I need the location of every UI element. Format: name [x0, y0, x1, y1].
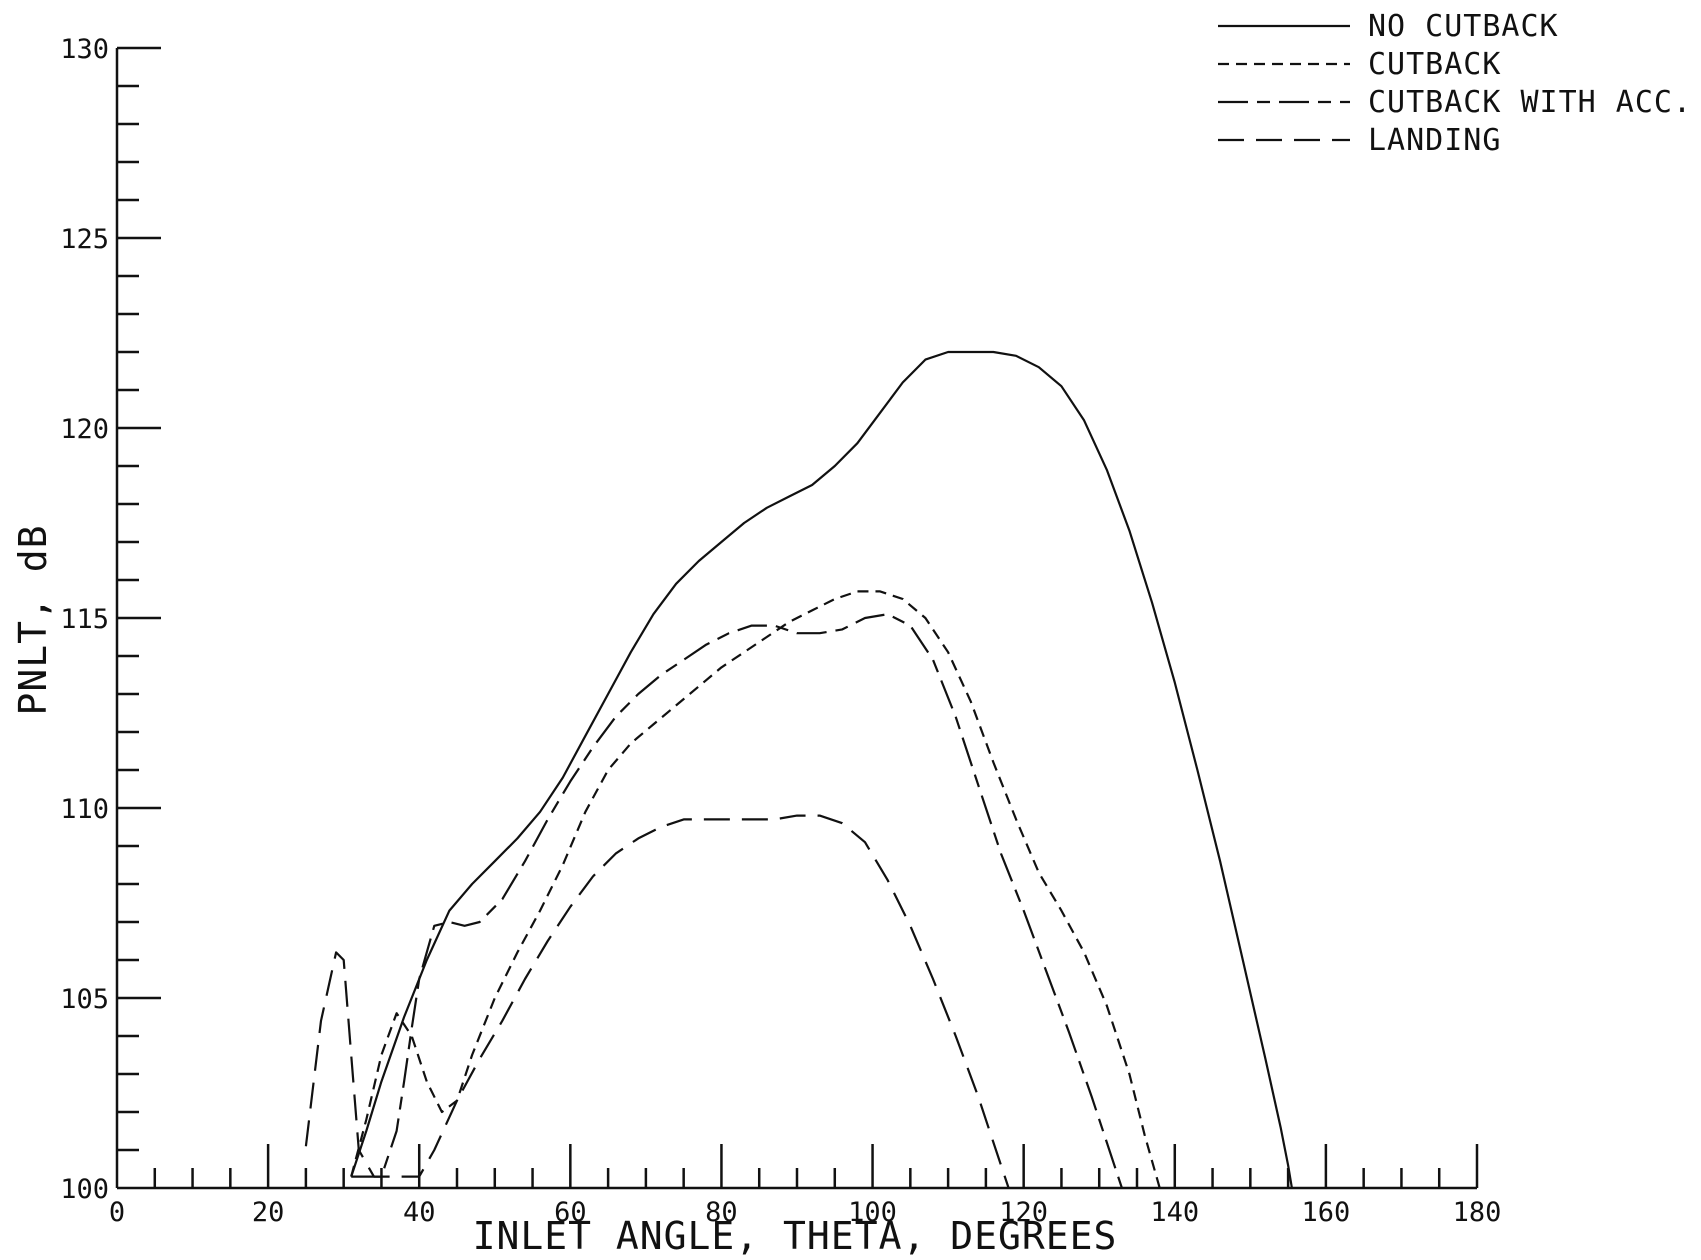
y-tick-label: 130	[60, 34, 109, 65]
series-line-4	[304, 814, 1010, 1189]
series-lines	[304, 350, 1293, 1189]
x-tick-label: 160	[1301, 1197, 1350, 1228]
legend-label: CUTBACK	[1368, 47, 1501, 82]
axes: 0 20 40 60 80 100 120 140 160 180 100 105 110 115 120 1…	[60, 34, 1501, 1228]
y-tick-label: 100	[60, 1174, 109, 1205]
x-tick-label: 20	[252, 1197, 285, 1228]
legend-label: CUTBACK WITH ACC.	[1368, 85, 1692, 120]
x-tick-label: 100	[848, 1197, 897, 1228]
x-tick-label: 120	[999, 1197, 1048, 1228]
x-tick-label: 40	[403, 1197, 436, 1228]
y-axis-title: PNLT, dB	[11, 524, 55, 715]
y-tick-label: 120	[60, 414, 109, 445]
series-line-1	[350, 350, 1293, 1189]
x-tick-label: 140	[1150, 1197, 1199, 1228]
y-tick-label: 105	[60, 984, 109, 1015]
legend-label: NO CUTBACK	[1368, 9, 1559, 44]
legend-label: LANDING	[1368, 123, 1501, 158]
y-tick-label: 110	[60, 794, 109, 825]
series-line-2	[350, 590, 1161, 1189]
y-tick-label: 125	[60, 224, 109, 255]
x-tick-label: 60	[554, 1197, 587, 1228]
x-tick-label: 0	[109, 1197, 125, 1228]
x-axis-title: INLET ANGLE, THETA, DEGREES	[473, 1214, 1118, 1255]
x-tick-label: 80	[705, 1197, 738, 1228]
y-tick-label: 115	[60, 604, 109, 635]
x-tick-label: 180	[1453, 1197, 1502, 1228]
series-line-3	[351, 613, 1123, 1189]
